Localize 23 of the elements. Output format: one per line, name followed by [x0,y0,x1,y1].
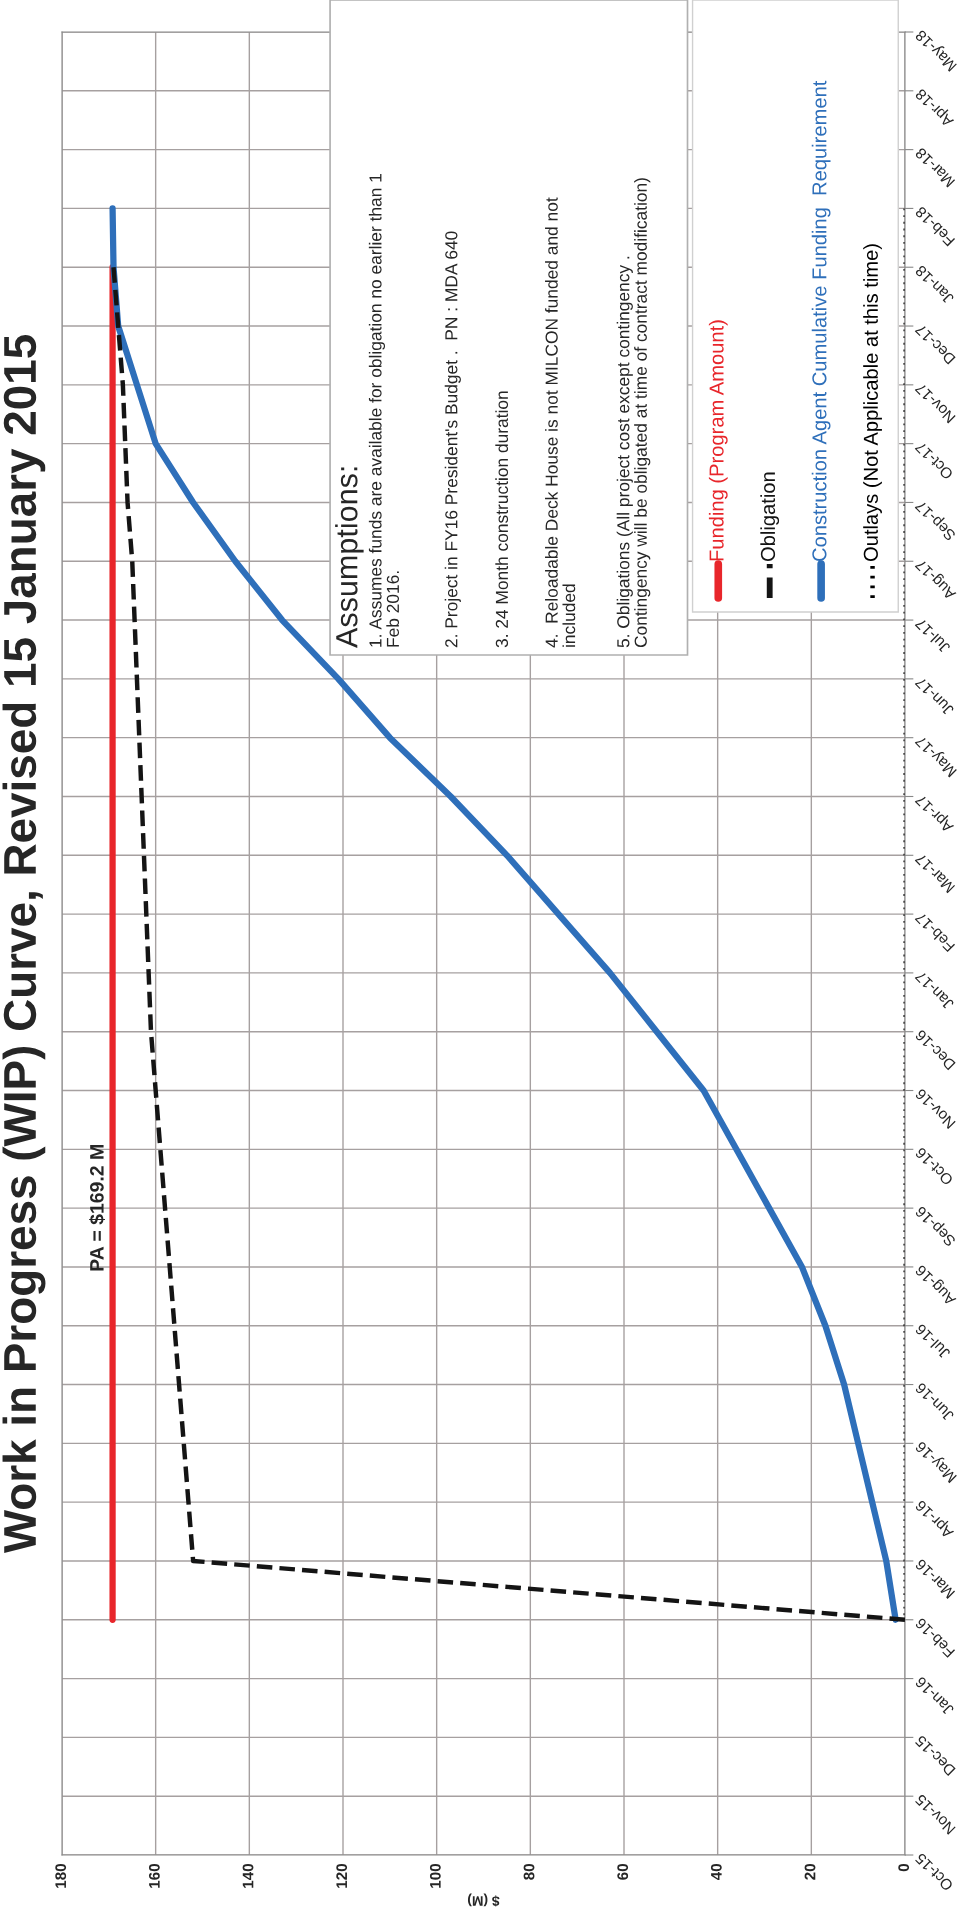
text: Funding (Program Amount) [708,320,728,561]
x-tick-label: 60 [617,1863,629,1880]
x-tick-label: 180 [55,1863,67,1888]
annotation: Assumptions: [335,467,364,648]
annotation: 1. Assumes funds are available for obligation no earlier than 1 Feb 2016. [368,174,400,647]
x-axis-title: $ (M) [467,1893,500,1907]
x-tick-label: 20 [804,1863,816,1880]
x-tick-label: 0 [898,1863,910,1872]
text: Outlays (Not Applicable at this time) [863,244,882,562]
annotation: PA = $169.2 M [89,1145,105,1271]
x-tick-label: 100 [429,1863,441,1888]
annotation: 4. Reloadable Deck House is not MILCON funded and not included [545,197,576,648]
x-tick-label: 140 [242,1863,254,1888]
text: Construction Agent Cumulative Funding Requirement [811,80,831,561]
annotation: 5. Obligations (All project cost except contingency . Contingency will be obligated at time of contract modification) [616,178,651,648]
x-tick-label: 160 [148,1863,160,1888]
text: Work in Progress (WIP) Curve, Revised 15 January 2015 [2,335,46,1554]
x-tick-label: 80 [523,1863,535,1880]
x-tick-label: 120 [336,1863,348,1888]
x-tick-label: 40 [710,1863,722,1881]
text: Obligation [760,472,780,562]
annotation: 3. 24 Month construction duration [495,391,509,648]
annotation: 2. Project in FY16 President's Budget . PN : MDA 640 [444,231,461,648]
